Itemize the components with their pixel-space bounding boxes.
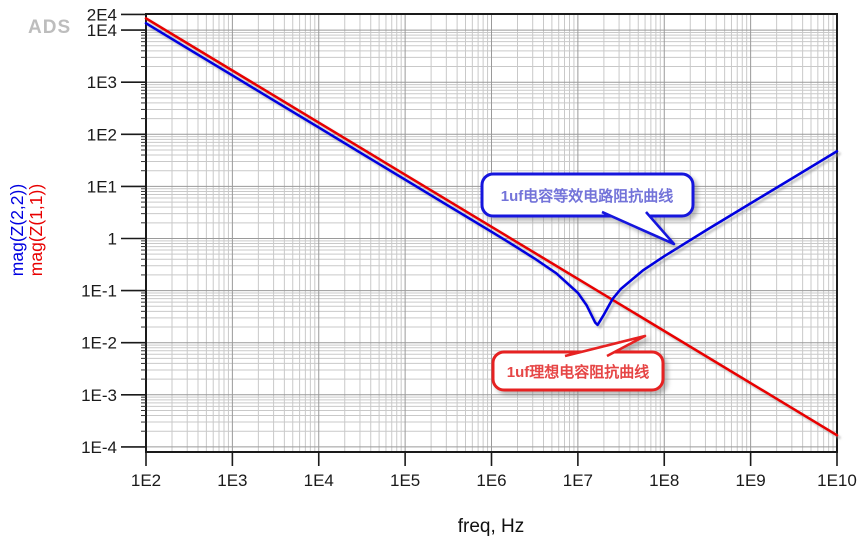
x-tick-label-1E8: 1E8 xyxy=(649,471,679,490)
y-tick-label-1: 1 xyxy=(108,230,117,249)
callouts: 1uf电容等效电路阻抗曲线 1uf理想电容阻抗曲线 xyxy=(480,172,695,392)
x-tick-label-1E9: 1E9 xyxy=(736,471,766,490)
callout-tail xyxy=(601,210,676,246)
curve-mag-z-1-1- xyxy=(144,17,839,437)
x-tick-label-1E6: 1E6 xyxy=(476,471,506,490)
y-tick-label-1E1: 1E1 xyxy=(87,177,117,196)
y-axis-legend-z11: mag(Z(1,1)) xyxy=(26,184,46,276)
x-tick-label-1E5: 1E5 xyxy=(390,471,420,490)
y-tick-label-1E4: 1E4 xyxy=(87,21,117,40)
ads-logo: ADS xyxy=(28,17,71,38)
callout-label: 1uf理想电容阻抗曲线 xyxy=(507,363,650,381)
y-tick-label-1E-3: 1E-3 xyxy=(81,386,117,405)
x-axis-title: freq, Hz xyxy=(458,516,525,537)
x-tick-label-1E10: 1E10 xyxy=(817,471,857,490)
y-tick-label-1E3: 1E3 xyxy=(87,73,117,92)
callout-tail xyxy=(564,334,647,358)
y-axis-legend-z22: mag(Z(2,2)) xyxy=(7,184,27,276)
x-tick-label-1E2: 1E2 xyxy=(131,471,161,490)
curve-mag-z-2-2- xyxy=(144,22,839,327)
callout-bubble xyxy=(480,172,695,218)
x-tick-label-1E3: 1E3 xyxy=(217,471,247,490)
y-tick-label-1E-1: 1E-1 xyxy=(81,282,117,301)
y-tick-label-2E4: 2E4 xyxy=(87,5,117,24)
axis-tick-labels: 1E2 1E3 1E4 1E5 1E6 1E7 1E8 1E9 1E102E41E41E31E2… xyxy=(81,5,857,490)
axis-ticks xyxy=(121,13,838,466)
x-tick-label-1E4: 1E4 xyxy=(304,471,334,490)
y-tick-label-1E-2: 1E-2 xyxy=(81,334,117,353)
y-tick-label-1E2: 1E2 xyxy=(87,125,117,144)
callout-ideal-capacitor: 1uf理想电容阻抗曲线 xyxy=(491,334,665,392)
callout-label: 1uf电容等效电路阻抗曲线 xyxy=(501,187,674,205)
callout-equivalent-circuit: 1uf电容等效电路阻抗曲线 xyxy=(480,172,695,246)
y-tick-label-1E-4: 1E-4 xyxy=(81,438,117,457)
curves xyxy=(144,17,839,437)
x-tick-label-1E7: 1E7 xyxy=(563,471,593,490)
